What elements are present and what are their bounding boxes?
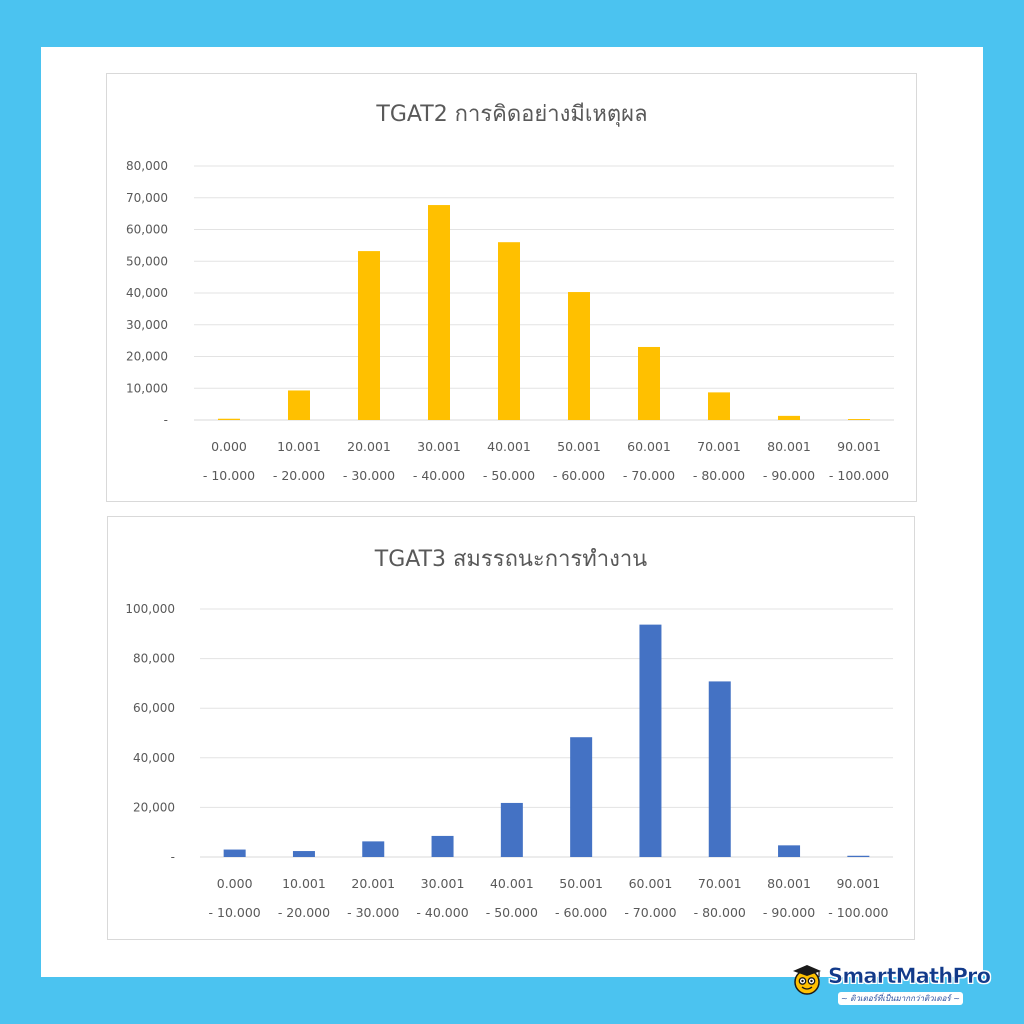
tgat2-x-tick-label: - 40.000 — [413, 468, 465, 483]
tgat2-bar — [568, 292, 590, 420]
tgat2-x-tick-label: 60.001 — [627, 439, 671, 454]
tgat2-x-tick-label: - 10.000 — [203, 468, 255, 483]
tgat2-x-tick-label: 80.001 — [767, 439, 811, 454]
logo-wordmark: SmartMathPro — [828, 964, 992, 989]
tgat3-chart-card: TGAT3 สมรรถนะการทำงาน - 20,000 40,000 60,000… — [107, 516, 915, 940]
tgat3-y-tick-label: - — [171, 850, 175, 864]
tgat2-bar — [778, 415, 800, 420]
tgat2-bar — [218, 418, 240, 420]
tgat2-chart-title: TGAT2 การคิดอย่างมีเหตุผล — [375, 102, 647, 127]
tgat3-x-tick-label: - 90.000 — [763, 905, 815, 920]
tgat3-x-tick-label: - 10.000 — [209, 905, 261, 920]
tgat2-y-tick-label: 20,000 — [126, 350, 168, 364]
tgat2-x-tick-label: - 80.000 — [693, 468, 745, 483]
tgat2-x-tick-label: - 30.000 — [343, 468, 395, 483]
tgat3-y-tick-label: 80,000 — [133, 652, 175, 666]
tgat2-x-tick-label: - 20.000 — [273, 468, 325, 483]
tgat2-bar — [638, 346, 660, 420]
tgat3-y-tick-label: 100,000 — [125, 602, 175, 616]
tgat2-bar-chart: TGAT2 การคิดอย่างมีเหตุผล - 10,000 20,000 30… — [126, 102, 894, 483]
tgat3-x-tick-label: 40.001 — [490, 876, 534, 891]
tgat2-x-tick-label: - 100.000 — [829, 468, 889, 483]
tgat3-x-tick-label: 10.001 — [282, 876, 326, 891]
tgat3-bar — [639, 624, 662, 857]
tgat2-y-tick-label: 40,000 — [126, 286, 168, 300]
tgat3-bar — [778, 845, 801, 857]
tgat3-x-tick-label: 70.001 — [698, 876, 742, 891]
tgat3-x-tick-label: 0.000 — [217, 876, 253, 891]
tgat3-y-tick-label: 40,000 — [133, 751, 175, 765]
tgat3-bar — [292, 851, 315, 857]
tgat3-y-tick-label: 20,000 — [133, 800, 175, 814]
tgat2-x-tick-label: - 60.000 — [553, 468, 605, 483]
tgat2-x-tick-label: 0.000 — [211, 439, 247, 454]
tgat2-bar — [428, 205, 450, 420]
tgat3-bar — [570, 737, 593, 857]
tgat2-y-tick-label: 60,000 — [126, 223, 168, 237]
tgat3-x-tick-label: 80.001 — [767, 876, 811, 891]
tgat3-x-tick-label: - 100.000 — [828, 905, 888, 920]
tgat3-bar — [223, 849, 246, 857]
tgat3-bar-chart: TGAT3 สมรรถนะการทำงาน - 20,000 40,000 60,000… — [125, 547, 893, 920]
tgat2-bar — [288, 390, 310, 420]
tgat3-bar — [847, 855, 870, 857]
tgat3-bar — [708, 681, 731, 857]
tgat2-chart-card: TGAT2 การคิดอย่างมีเหตุผล - 10,000 20,000 30… — [106, 73, 917, 502]
tgat2-x-tick-label: 20.001 — [347, 439, 391, 454]
tgat3-y-tick-label: 60,000 — [133, 701, 175, 715]
tgat2-y-tick-label: 10,000 — [126, 381, 168, 395]
tgat3-x-tick-label: - 40.000 — [416, 905, 468, 920]
tgat2-bar — [358, 251, 380, 420]
tgat2-x-tick-label: 30.001 — [417, 439, 461, 454]
tgat2-x-tick-label: 10.001 — [277, 439, 321, 454]
tgat3-x-tick-label: 20.001 — [351, 876, 395, 891]
tgat2-x-tick-label: - 90.000 — [763, 468, 815, 483]
tgat3-x-tick-label: - 80.000 — [694, 905, 746, 920]
tgat3-bar — [500, 802, 523, 857]
logo-tagline: ~ ติวเตอร์ที่เป็นมากกว่าติวเตอร์ ~ — [838, 992, 963, 1005]
tgat2-x-tick-label: 70.001 — [697, 439, 741, 454]
tgat2-bar — [498, 242, 520, 420]
tgat3-x-tick-label: - 70.000 — [624, 905, 676, 920]
tgat3-bar — [362, 841, 385, 857]
student-face-icon — [793, 965, 821, 995]
tgat3-x-tick-label: - 60.000 — [555, 905, 607, 920]
tgat3-x-tick-label: - 30.000 — [347, 905, 399, 920]
tgat2-y-tick-label: 70,000 — [126, 191, 168, 205]
tgat2-y-tick-label: 30,000 — [126, 318, 168, 332]
tgat2-y-tick-label: - — [164, 413, 168, 427]
tgat2-x-tick-label: - 50.000 — [483, 468, 535, 483]
tgat3-chart-title: TGAT3 สมรรถนะการทำงาน — [374, 547, 647, 572]
tgat3-x-tick-label: 50.001 — [559, 876, 603, 891]
tgat3-x-tick-label: 90.001 — [836, 876, 880, 891]
tgat3-x-tick-label: 60.001 — [629, 876, 673, 891]
tgat3-x-tick-label: - 50.000 — [486, 905, 538, 920]
tgat2-y-tick-label: 80,000 — [126, 159, 168, 173]
tgat3-bar — [431, 835, 454, 857]
tgat2-x-tick-label: - 70.000 — [623, 468, 675, 483]
tgat2-x-tick-label: 50.001 — [557, 439, 601, 454]
tgat2-bar — [708, 392, 730, 420]
tgat2-x-tick-label: 40.001 — [487, 439, 531, 454]
smartmathpro-logo: SmartMathPro ~ ติวเตอร์ที่เป็นมากกว่าติว… — [786, 952, 1014, 1012]
tgat3-x-tick-label: 30.001 — [421, 876, 465, 891]
tgat2-x-tick-label: 90.001 — [837, 439, 881, 454]
tgat2-y-tick-label: 50,000 — [126, 254, 168, 268]
tgat3-x-tick-label: - 20.000 — [278, 905, 330, 920]
tgat2-bar — [848, 419, 870, 420]
